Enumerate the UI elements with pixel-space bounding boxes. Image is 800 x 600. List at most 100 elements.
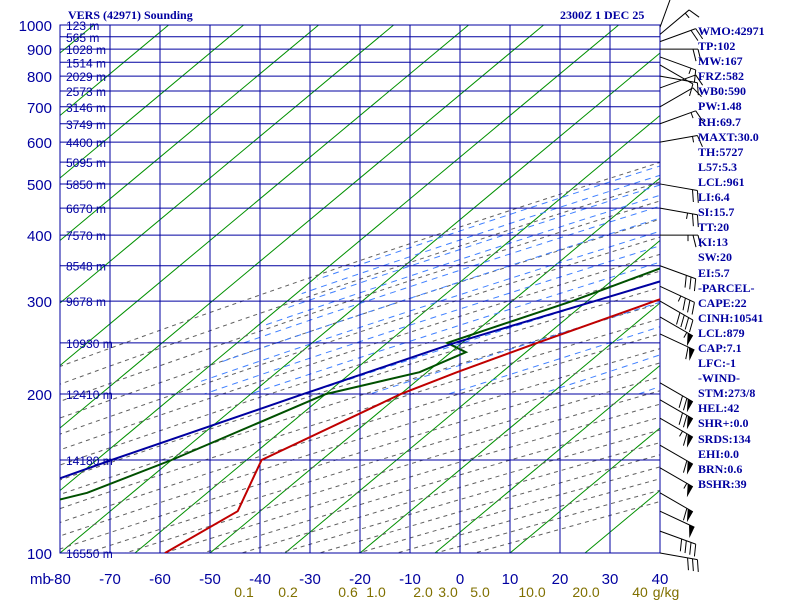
mixing-ratio-label: 10.0 [518, 584, 545, 600]
height-label: 4400 m [66, 136, 106, 150]
index-item: LFC:-1 [698, 356, 736, 371]
pressure-tick-label: 100 [27, 546, 52, 563]
wind-barb [659, 74, 704, 89]
wind-barb-feather [676, 312, 681, 325]
height-label: 9678 m [66, 295, 106, 309]
chart-title: VERS (42971) Sounding [68, 8, 193, 22]
wind-barb-feather [682, 298, 686, 311]
wind-barb-flag [686, 415, 693, 430]
wind-barb-feather [695, 110, 704, 122]
wind-barb [659, 110, 704, 125]
isotherm-line [60, 52, 660, 553]
pressure-tick-label: 700 [27, 100, 52, 117]
wind-barb [659, 492, 694, 523]
temperature-tick-label: 40 [652, 571, 669, 588]
pressure-tick-label: 900 [27, 42, 52, 59]
wind-barb-half-feather [683, 332, 688, 338]
index-item: SW:20 [698, 250, 733, 265]
index-item: WB0:590 [698, 84, 746, 99]
wind-barb-feather [696, 214, 699, 228]
height-label: 2029 m [66, 70, 106, 84]
index-item: BRN:0.6 [698, 461, 743, 476]
wind-barb-staff [659, 183, 698, 192]
isotherm-line [60, 25, 619, 492]
dewpoint-trace [60, 267, 660, 501]
wind-barbs [659, 0, 704, 572]
wind-barb [659, 207, 699, 228]
wind-barb [659, 28, 704, 43]
wind-barb-staff [659, 444, 694, 465]
height-label: 565 m [66, 31, 99, 45]
wind-barb-feather [695, 74, 704, 86]
valid-time: 2300Z 1 DEC 25 [560, 8, 645, 22]
moist-adiabat-line [250, 261, 660, 395]
wind-barb [659, 333, 695, 361]
isotherm-line [209, 177, 660, 553]
temperature-tick-label: -10 [399, 571, 421, 588]
wind-barb [659, 0, 671, 28]
temperature-tick-label: -40 [249, 571, 271, 588]
wind-barb [659, 300, 694, 333]
dry-adiabat-line [60, 286, 660, 481]
index-item: TP:102 [698, 39, 736, 54]
index-item: MW:167 [698, 54, 743, 69]
mixing-ratio-label: 0.6 [338, 584, 358, 600]
dry-adiabat-line [60, 270, 660, 466]
index-item: CAP:7.1 [698, 340, 742, 355]
wind-barb-staff [659, 316, 694, 337]
mixing-ratio-label: 20.0 [572, 584, 599, 600]
wind-barb [659, 467, 694, 498]
mixing-ratio-label: 0.2 [278, 584, 298, 600]
isotherm-line [584, 489, 660, 553]
wind-barb-staff [659, 417, 694, 438]
wind-barb-staff [659, 87, 694, 108]
wind-barb-flag [689, 347, 695, 361]
index-item: SRDS:134 [698, 431, 751, 446]
isotherm-line [60, 25, 169, 117]
wind-barb-feather [696, 559, 699, 572]
height-label: 8548 m [66, 260, 106, 274]
isotherm-lines [60, 25, 660, 553]
wind-barb-flag [686, 508, 693, 523]
wind-barb-feather [680, 314, 685, 328]
wind-barb-staff [659, 382, 694, 403]
wind-barb-flag [686, 398, 693, 413]
wind-barb [659, 399, 694, 430]
wind-barb-staff [659, 467, 694, 488]
wind-barb-feather [697, 49, 702, 62]
index-item: PW:1.48 [698, 99, 742, 114]
wind-barb-staff [659, 110, 696, 125]
wind-barb [659, 552, 699, 572]
wind-barb-feather [690, 30, 699, 41]
temperature-tick-label: -70 [99, 571, 121, 588]
wind-barb-feather [684, 317, 690, 330]
wind-barb-staff [659, 399, 694, 420]
wind-barb [659, 444, 694, 475]
wind-barb [659, 135, 703, 148]
dry-adiabat-line [60, 200, 660, 402]
wind-barb [660, 234, 702, 248]
mixing-ratio-label: 1.0 [366, 584, 386, 600]
wind-barb-feather [691, 302, 695, 315]
index-item: TH:5727 [698, 144, 744, 159]
dry-adiabat-line [60, 161, 660, 367]
height-label: 3749 m [66, 118, 106, 132]
moist-adiabat-line [243, 205, 660, 344]
wind-barb-staff [659, 552, 698, 561]
height-label: 6670 m [66, 202, 106, 216]
mixing-ratio-label: 5.0 [470, 584, 490, 600]
index-item: SHR+:0.0 [698, 416, 749, 431]
mixing-ratio-label: 40 [632, 584, 648, 600]
index-item: LCL:879 [698, 325, 745, 340]
index-item: TT:20 [698, 220, 730, 235]
wind-barb-feather [689, 542, 692, 555]
height-label: 7570 m [66, 229, 106, 243]
wind-barb-staff [659, 28, 696, 43]
wind-barb-half-feather [690, 112, 694, 119]
wind-barb-staff [659, 0, 671, 28]
isotherm-line [509, 427, 660, 553]
wind-barb-feather [682, 460, 688, 473]
temperature-tick-label: 10 [502, 571, 519, 588]
wind-barb [659, 56, 697, 83]
